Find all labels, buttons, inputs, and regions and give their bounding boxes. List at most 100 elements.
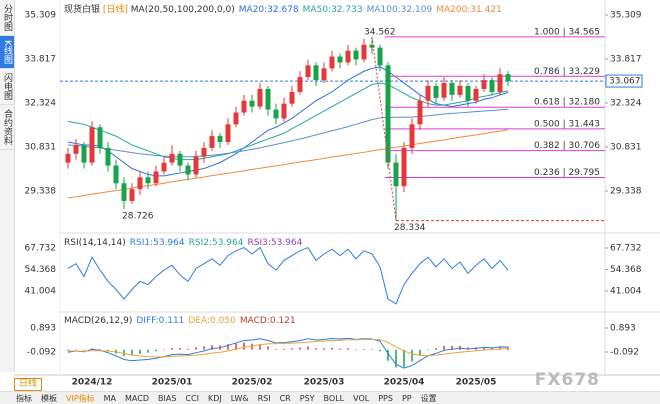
toolbar-tab[interactable]: CCI	[185, 393, 199, 403]
macd-bar	[379, 349, 381, 352]
candle-body	[321, 68, 327, 81]
toolbar-tab[interactable]: LW&	[230, 393, 249, 403]
y-tick-label: 29.338	[25, 186, 57, 196]
low-label: 28.726	[122, 212, 154, 222]
candle-body	[273, 109, 279, 119]
y-tick-label: 41.004	[610, 286, 642, 296]
y-tick-label: 0.893	[30, 324, 56, 334]
toolbar-tab[interactable]: BIAS	[158, 393, 177, 403]
indicator: MA(20,50,100,200,0,0)	[131, 5, 235, 15]
toolbar-tab[interactable]: VOL	[353, 393, 370, 403]
y-tick-label: 54.368	[610, 265, 642, 275]
macd-bar	[491, 348, 493, 350]
candle-body	[81, 144, 87, 163]
candle-body	[297, 77, 303, 92]
toolbar-tab[interactable]: MA	[103, 393, 117, 403]
candle-body	[353, 50, 359, 60]
legend-entry: MA50:32.733	[303, 5, 363, 15]
legend-entry: MA200:31.421	[436, 5, 502, 15]
macd-header: MACD(26,12,9) DIFF:0.111 DEA:0.050 MACD:0.1…	[64, 316, 296, 326]
toolbar: 指标 模板 VIP指标 MA MACD BIAS CCI KDJ LW& RSI CR PSY BOLL…	[0, 391, 660, 404]
legend-entry: MA100:32.109	[367, 5, 433, 15]
dea-line	[68, 339, 509, 358]
candle-body	[281, 103, 287, 119]
toolbar-tab[interactable]: 指标	[16, 393, 32, 403]
legend-entry: DEA:0.050	[188, 316, 236, 326]
ma-line	[67, 108, 509, 158]
candle-body	[169, 153, 175, 163]
candle-body	[393, 162, 399, 187]
y-tick-label: 35.309	[25, 10, 57, 20]
side-tab[interactable]: 分时图	[0, 0, 14, 36]
candle-body	[457, 85, 463, 95]
macd-bar	[307, 346, 309, 350]
toolbar-tab[interactable]: 设置	[420, 393, 437, 403]
macd-bar	[483, 347, 485, 350]
y-tick-label: 30.831	[25, 142, 57, 152]
toolbar-tab[interactable]: PP	[401, 393, 412, 403]
fib-label: 0.786 | 33.229	[534, 67, 600, 77]
last-price-box	[605, 74, 643, 88]
toolbar-tab[interactable]: VIP指标	[66, 393, 95, 403]
candle-body	[105, 147, 111, 166]
side-tab[interactable]: 合约资料	[0, 105, 14, 150]
macd-bar	[203, 346, 205, 350]
y-tick-label: 32.324	[610, 98, 642, 108]
macd-bar	[427, 349, 429, 351]
candle-body	[185, 165, 191, 175]
period: [日线]	[103, 3, 128, 15]
candle-body	[361, 44, 367, 60]
candle-body	[121, 183, 127, 201]
toolbar-tab[interactable]: PSY	[299, 393, 315, 403]
period-button[interactable]: 日线	[14, 378, 43, 391]
x-tick-label: 2025/03	[304, 378, 345, 388]
candle-body	[137, 177, 143, 190]
macd-bar	[171, 348, 173, 350]
toolbar-tab[interactable]: BOLL	[323, 393, 345, 403]
legend-entry: MACD:0.121	[240, 316, 296, 326]
toolbar-tab[interactable]: MACD	[125, 393, 150, 403]
macd-bar	[243, 342, 245, 350]
side-tab[interactable]: K线图	[0, 36, 14, 69]
candle-body	[449, 83, 455, 95]
macd-bar	[251, 343, 253, 350]
candle-body	[177, 153, 183, 166]
y-tick-label: 32.324	[25, 98, 57, 108]
macd-bar	[155, 349, 157, 352]
legend-entry: RSI1:53.964	[130, 238, 185, 248]
candle-body	[65, 153, 71, 163]
macd-bar	[299, 347, 301, 350]
fib-label: 1.000 | 34.565	[534, 27, 600, 37]
macd-bar	[315, 348, 317, 350]
side-tab[interactable]: 闪电图	[0, 69, 14, 105]
fib-label: 0.618 | 32.180	[534, 98, 600, 108]
legend-entry: RSI2:53.964	[189, 238, 244, 248]
candle-body	[209, 136, 215, 148]
toolbar-tab[interactable]: 模板	[41, 393, 57, 403]
macd-bar	[451, 345, 453, 350]
candle-body	[249, 100, 255, 107]
candle-body	[305, 65, 311, 78]
background	[14, 0, 660, 391]
toolbar-tab[interactable]: PPS	[378, 393, 393, 403]
candle-body	[217, 136, 223, 142]
last-price: 33.067	[609, 77, 641, 87]
y-tick-label: 41.004	[25, 286, 57, 296]
macd-bar	[267, 346, 269, 350]
macd-bar	[507, 346, 509, 350]
candle-body	[241, 100, 247, 113]
macd-bar	[123, 349, 125, 356]
candle-body	[369, 44, 375, 48]
candle-body	[481, 80, 487, 89]
toolbar-tab[interactable]: CR	[279, 393, 291, 403]
swing-line	[371, 36, 397, 221]
macd-bar	[395, 349, 397, 368]
toolbar-tab[interactable]: KDJ	[207, 393, 222, 403]
macd-bar	[163, 349, 165, 351]
toolbar-tab[interactable]: RSI	[257, 393, 271, 403]
candle-body	[129, 189, 135, 201]
x-tick-label: 2025/04	[384, 378, 425, 388]
macd-bar	[411, 349, 413, 362]
candle-body	[337, 56, 343, 63]
